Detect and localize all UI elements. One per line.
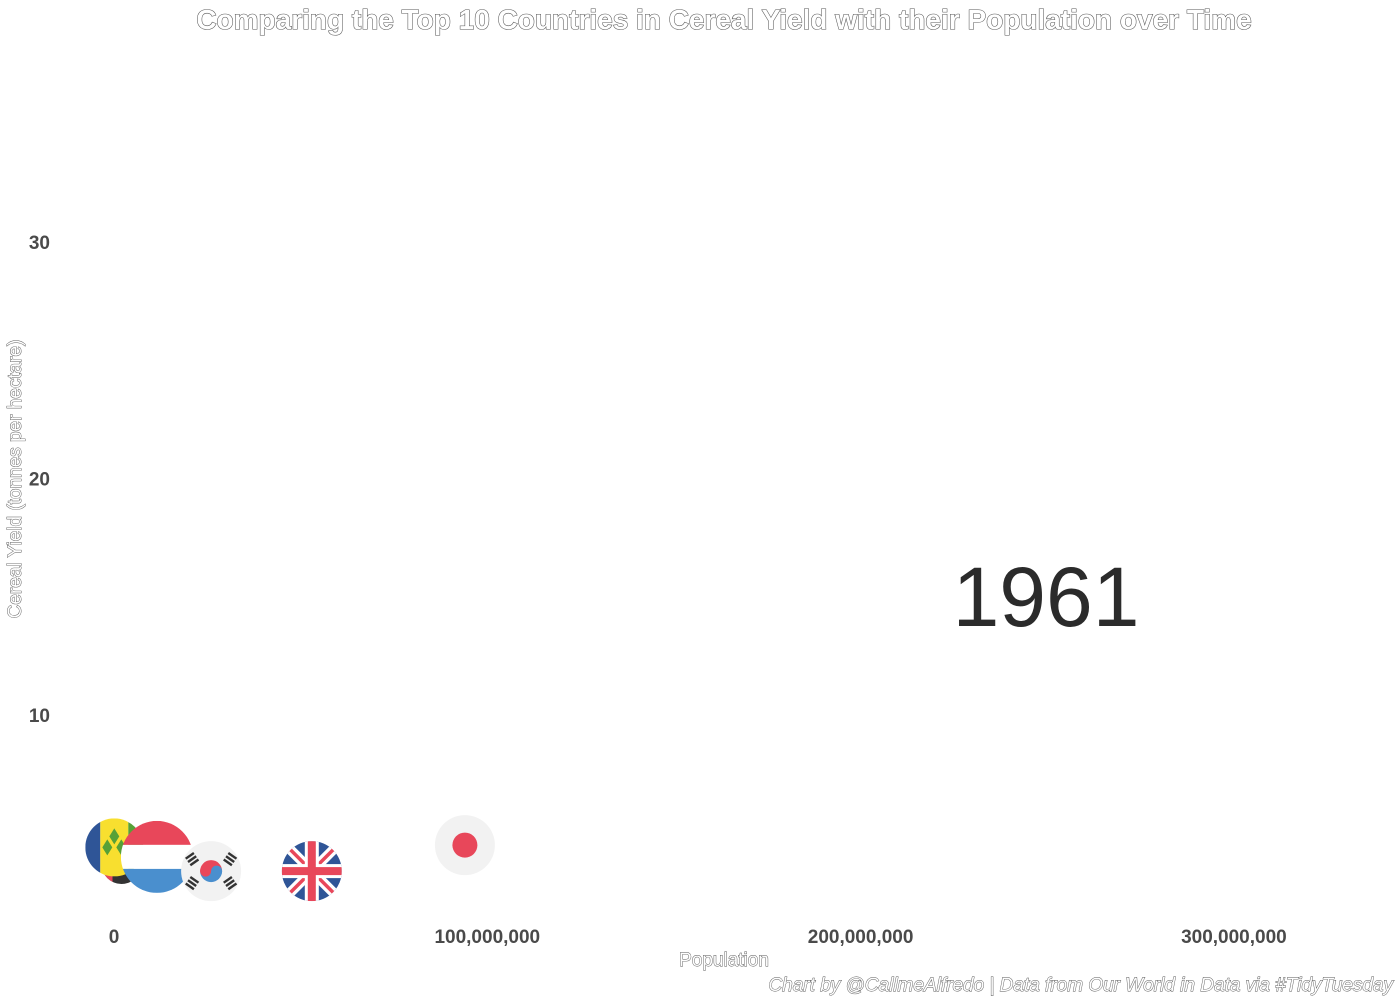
x-tick-label: 100,000,000 [434,927,540,948]
y-tick-label: 10 [29,706,50,727]
chart-title: Comparing the Top 10 Countries in Cereal… [196,4,1251,35]
x-axis-ticks: 0 100,000,000 200,000,000 300,000,000 [109,927,1287,948]
japan-flag [434,815,495,876]
y-axis-title: Cereal Yield (tonnes per hectare) [5,340,26,619]
x-tick-label: 200,000,000 [808,927,914,948]
y-axis-ticks: 10 20 30 [29,233,50,727]
y-tick-label: 20 [29,470,50,491]
united-kingdom-flag [281,841,342,902]
netherlands-flag [120,820,193,893]
chart-caption: Chart by @CallmeAlfredo | Data from Our … [768,975,1394,996]
data-points [85,815,495,902]
y-tick-label: 30 [29,233,50,254]
year-frame-label: 1961 [953,550,1140,644]
x-axis-title: Population [679,950,769,971]
south-korea-flag [181,841,242,902]
x-tick-label: 300,000,000 [1181,927,1287,948]
x-tick-label: 0 [109,927,120,948]
